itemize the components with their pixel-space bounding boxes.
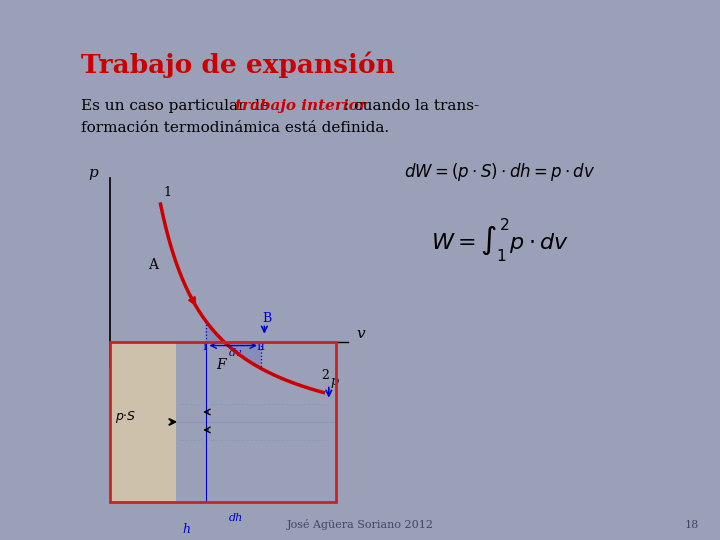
Text: 18: 18: [684, 520, 698, 530]
Text: Es un caso particular de: Es un caso particular de: [81, 99, 274, 113]
Text: v: v: [356, 327, 364, 341]
Text: $dW = (p \cdot S) \cdot dh = p \cdot dv$: $dW = (p \cdot S) \cdot dh = p \cdot dv$: [404, 161, 595, 183]
Text: formación termodinámica está definida.: formación termodinámica está definida.: [81, 122, 389, 136]
Text: trabajo interior: trabajo interior: [235, 99, 366, 113]
Text: 2: 2: [322, 368, 330, 382]
Text: dv: dv: [229, 348, 242, 357]
Bar: [110, 341, 336, 502]
Bar: [110, 341, 176, 502]
Text: 1: 1: [163, 186, 171, 199]
Text: F: F: [217, 359, 226, 373]
Text: h: h: [182, 523, 190, 536]
Text: $W = \int_1^2 p \cdot dv$: $W = \int_1^2 p \cdot dv$: [431, 216, 569, 264]
Text: B: B: [263, 312, 272, 325]
Text: I: I: [202, 341, 207, 352]
Text: $p{\cdot}S$: $p{\cdot}S$: [115, 409, 136, 425]
Text: II: II: [256, 341, 265, 352]
Text: A: A: [148, 258, 158, 272]
Text: p: p: [88, 166, 98, 180]
Polygon shape: [206, 321, 261, 368]
Text: Trabajo de expansión: Trabajo de expansión: [81, 51, 395, 78]
Text: dh: dh: [229, 514, 243, 523]
Text: p: p: [330, 375, 338, 388]
Text: José Agüera Soriano 2012: José Agüera Soriano 2012: [287, 519, 433, 530]
Text: : cuando la trans-: : cuando la trans-: [344, 99, 479, 113]
